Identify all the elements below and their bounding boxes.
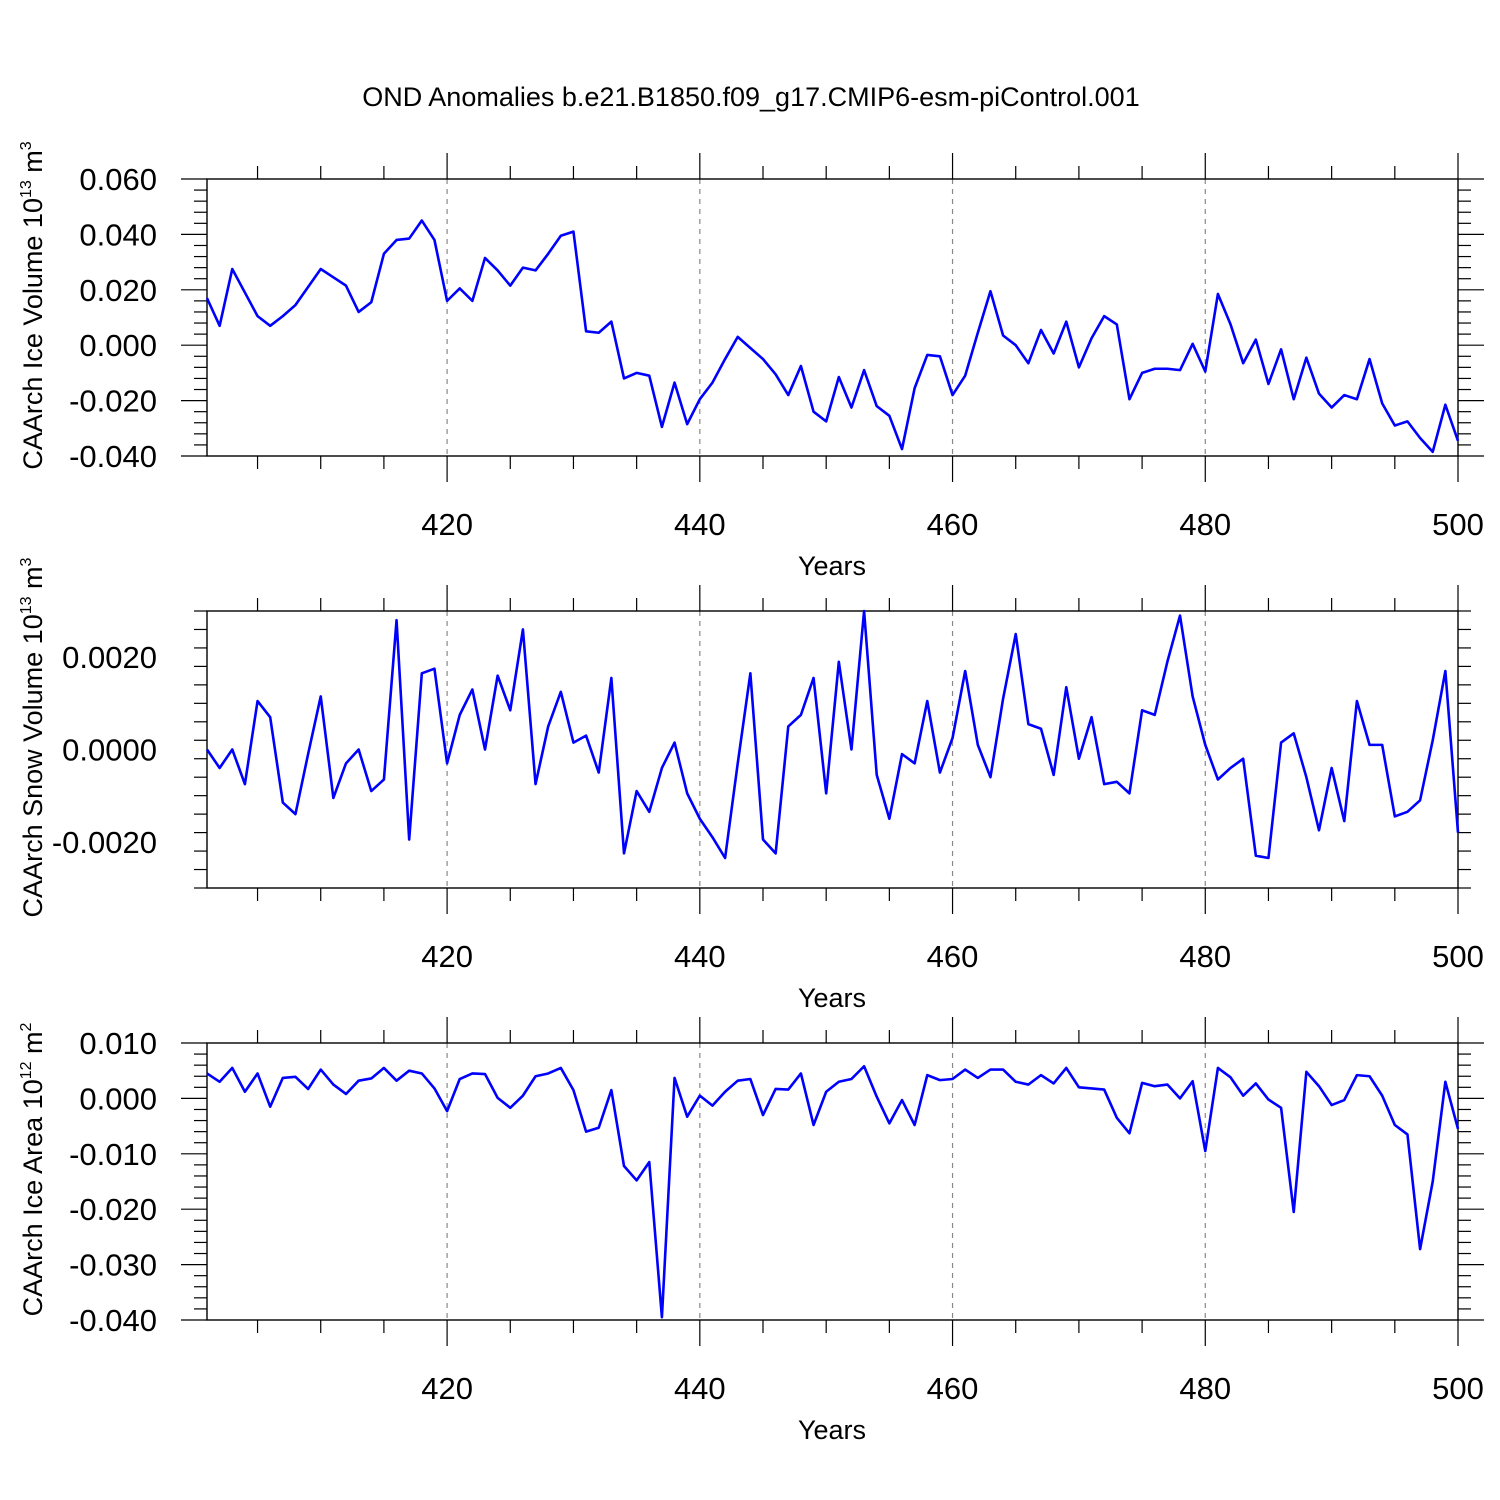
y-axis-title-exponent: 12 bbox=[18, 1061, 35, 1079]
y-tick-label: 0.000 bbox=[79, 1081, 157, 1116]
y-axis-title: CAArch Ice Volume 1013 m3 bbox=[18, 141, 48, 469]
panel-1: -0.040 -0.020 0.000 0.020 0.040 0.060 420 440 46… bbox=[18, 141, 1484, 581]
x-tick-label: 500 bbox=[1432, 507, 1484, 542]
x-tick-label: 440 bbox=[674, 1371, 726, 1406]
y-tick-label: 0.040 bbox=[79, 217, 157, 252]
y-tick-label: -0.0020 bbox=[52, 825, 157, 860]
y-axis-title-unit-exponent: 3 bbox=[18, 557, 35, 566]
y-tick-label: -0.040 bbox=[69, 439, 157, 474]
x-tick-label: 500 bbox=[1432, 939, 1484, 974]
y-axis-title-exponent: 13 bbox=[18, 180, 35, 198]
y-tick-label: 0.0020 bbox=[62, 640, 157, 675]
y-axis-title-unit-exponent: 3 bbox=[18, 141, 35, 150]
y-axis-title-unit: m bbox=[18, 150, 48, 180]
panel-3: -0.040 -0.030 -0.020 -0.010 0.000 0.010 420 440… bbox=[18, 1017, 1484, 1445]
x-tick-label: 480 bbox=[1179, 507, 1231, 542]
plot-frame bbox=[206, 1042, 1459, 1321]
y-axis-title-unit-exponent: 2 bbox=[18, 1022, 35, 1031]
y-tick-label: -0.030 bbox=[69, 1248, 157, 1283]
x-tick-label: 440 bbox=[674, 507, 726, 542]
y-tick-label: 0.060 bbox=[79, 162, 157, 197]
x-tick-label: 460 bbox=[927, 939, 979, 974]
x-tick-label: 420 bbox=[421, 507, 473, 542]
y-axis-title: CAArch Snow Volume 1013 m3 bbox=[18, 557, 48, 917]
y-tick-label: 0.000 bbox=[79, 328, 157, 363]
x-tick-label: 480 bbox=[1179, 1371, 1231, 1406]
y-tick-label: -0.020 bbox=[69, 1192, 157, 1227]
x-axis-title: Years bbox=[798, 983, 866, 1013]
x-tick-label: 460 bbox=[927, 1371, 979, 1406]
x-tick-label: 460 bbox=[927, 507, 979, 542]
x-axis-title: Years bbox=[798, 1415, 866, 1445]
y-axis-title-text: CAArch Ice Volume 10 bbox=[18, 198, 48, 470]
y-axis-title-unit: m bbox=[18, 566, 48, 596]
panels: -0.040 -0.020 0.000 0.020 0.040 0.060 420 440 46… bbox=[18, 141, 1484, 1445]
x-tick-label: 420 bbox=[421, 939, 473, 974]
x-tick-label: 440 bbox=[674, 939, 726, 974]
series-line bbox=[205, 219, 1460, 454]
y-tick-label: -0.020 bbox=[69, 384, 157, 419]
x-tick-label: 500 bbox=[1432, 1371, 1484, 1406]
x-tick-label: 420 bbox=[421, 1371, 473, 1406]
y-axis-title-text: CAArch Ice Area 10 bbox=[18, 1079, 48, 1316]
y-tick-label: -0.010 bbox=[69, 1137, 157, 1172]
series-line bbox=[206, 1064, 1460, 1319]
y-axis-title-text: CAArch Snow Volume 10 bbox=[18, 614, 48, 917]
y-axis-title-unit: m bbox=[18, 1031, 48, 1061]
series-line bbox=[205, 609, 1460, 860]
panel-2: -0.0020 0.0000 0.0020 420 440 460 480 500 Years C… bbox=[18, 557, 1484, 1013]
x-tick-label: 480 bbox=[1179, 939, 1231, 974]
y-tick-label: 0.0000 bbox=[62, 733, 157, 768]
y-axis-title: CAArch Ice Area 1012 m2 bbox=[18, 1022, 48, 1316]
y-tick-label: 0.010 bbox=[79, 1026, 157, 1061]
plot-frame bbox=[206, 178, 1459, 457]
y-axis-title-exponent: 13 bbox=[18, 596, 35, 614]
y-tick-label: -0.040 bbox=[69, 1303, 157, 1338]
x-axis-title: Years bbox=[798, 551, 866, 581]
y-tick-label: 0.020 bbox=[79, 273, 157, 308]
figure-title: OND Anomalies b.e21.B1850.f09_g17.CMIP6-… bbox=[362, 82, 1139, 112]
